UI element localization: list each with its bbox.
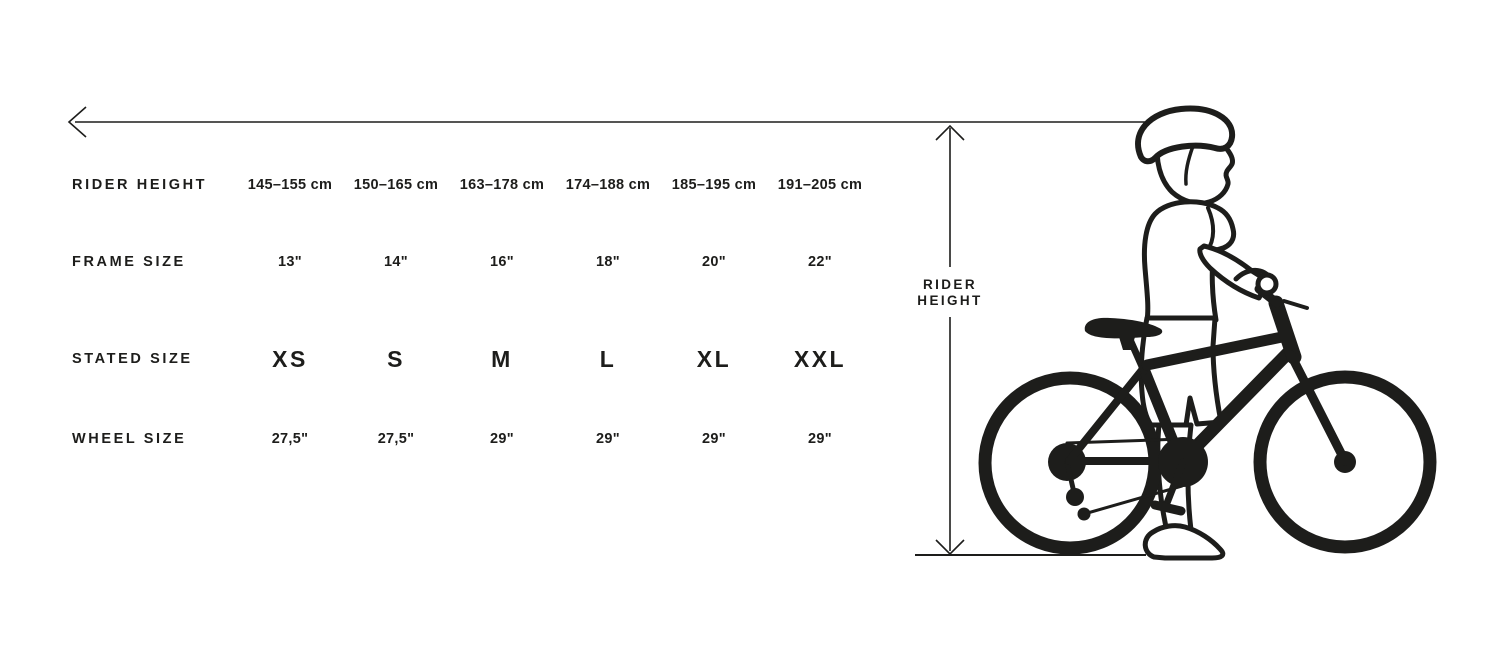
fork — [1286, 350, 1350, 466]
frame-size-value: 14" — [384, 254, 408, 270]
wheel-size-value: 29" — [596, 431, 620, 447]
row-label-wheel-size: WHEEL SIZE — [72, 431, 187, 447]
wheel-size-value: 29" — [490, 431, 514, 447]
rider-height-value: 174–188 cm — [565, 177, 651, 193]
rider-height-measure-label-line2: HEIGHT — [917, 293, 983, 308]
seat-stay — [1065, 360, 1151, 465]
rider-arm — [1197, 243, 1271, 301]
vertical-measure-arrow — [935, 124, 965, 556]
rider-height-measure-label: RIDER HEIGHT — [880, 277, 1020, 309]
row-label-stated-size: STATED SIZE — [72, 351, 193, 367]
stated-size-value: XL — [696, 345, 732, 372]
wheel-size-value: 27,5" — [377, 431, 415, 447]
stated-size-value: M — [491, 345, 513, 372]
rider-head — [1154, 137, 1235, 206]
frame-size-value: 16" — [490, 254, 514, 270]
horizontal-measure-arrow — [67, 106, 1146, 138]
bike-icon — [978, 267, 1437, 555]
table-row-rider-height: RIDER HEIGHT 145–155 cm 150–165 cm 163–1… — [72, 172, 873, 198]
wheel-size-value: 29" — [808, 431, 832, 447]
table-row-stated-size: STATED SIZE XS S M L XL XXL — [72, 346, 873, 372]
row-label-frame-size: FRAME SIZE — [72, 254, 186, 270]
saddle — [1084, 317, 1163, 339]
derailleur-lower — [1077, 507, 1091, 521]
head-tube — [1268, 295, 1302, 365]
chain-bottom — [1082, 484, 1184, 516]
brake-lever — [1282, 299, 1309, 310]
frame-size-value: 22" — [808, 254, 832, 270]
wheel-size-value: 27,5" — [271, 431, 309, 447]
front-wheel — [1253, 370, 1437, 554]
rider-height-value: 150–165 cm — [353, 177, 439, 193]
rider-height-measure-label-line1: RIDER — [922, 277, 977, 292]
pedal — [1150, 500, 1186, 516]
table-row-frame-size: FRAME SIZE 13" 14" 16" 18" 20" 22" — [72, 249, 873, 275]
rider-height-value: 185–195 cm — [671, 177, 757, 193]
rider-height-value: 191–205 cm — [777, 177, 863, 193]
helmet-strap — [1184, 144, 1195, 186]
saddle-clamp — [1119, 337, 1135, 350]
rider-shoe — [1142, 523, 1226, 561]
rider-height-value: 145–155 cm — [247, 177, 333, 193]
rider-height-value: 163–178 cm — [459, 177, 545, 193]
crank-arm — [1163, 458, 1187, 507]
frame-size-value: 13" — [278, 254, 302, 270]
stated-size-value: XXL — [793, 345, 847, 372]
frame-size-value: 18" — [596, 254, 620, 270]
down-tube — [1176, 345, 1296, 467]
rider-hand — [1255, 272, 1279, 296]
stated-size-value: S — [387, 345, 405, 372]
helmet-icon — [1135, 105, 1236, 165]
wheel-size-value: 29" — [702, 431, 726, 447]
derailleur-upper — [1066, 488, 1084, 506]
stated-size-value: XS — [272, 345, 308, 372]
table-row-wheel-size: WHEEL SIZE 27,5" 27,5" 29" 29" 29" 29" — [72, 426, 873, 452]
row-label-rider-height: RIDER HEIGHT — [72, 177, 208, 193]
stated-size-value: L — [599, 345, 617, 372]
top-tube — [1141, 331, 1288, 371]
frame-size-value: 20" — [702, 254, 726, 270]
